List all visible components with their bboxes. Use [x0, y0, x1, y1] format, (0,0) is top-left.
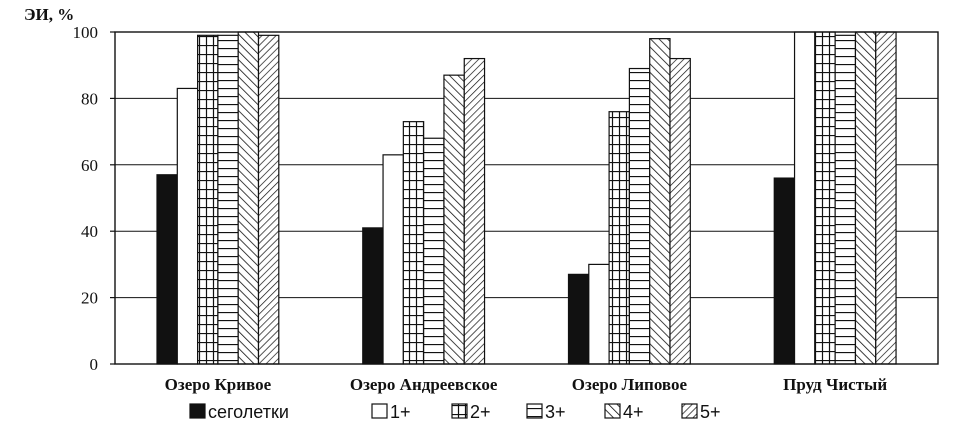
legend-swatch [681, 403, 698, 419]
bar-2-4 [423, 137, 445, 365]
legend-swatch [189, 403, 206, 419]
legend-swatch [371, 403, 388, 419]
y-tick-label: 0 [90, 355, 99, 374]
bar-4-1 [773, 177, 796, 365]
legend-label: 4+ [623, 402, 644, 422]
legend-label: 3+ [545, 402, 566, 422]
plot-frame [114, 31, 939, 365]
legend-swatch [451, 403, 468, 419]
legend-swatch [526, 403, 543, 419]
bar-3-4 [628, 67, 651, 365]
bar-4-3 [814, 31, 836, 365]
bar-2-6 [463, 57, 486, 365]
bar-4-4 [834, 34, 857, 365]
bar-2-5 [443, 74, 465, 365]
y-tick-label: 60 [81, 156, 98, 175]
bar-2-3 [402, 121, 425, 365]
bar-3-1 [567, 273, 590, 365]
legend-label: 5+ [700, 402, 721, 422]
bar-3-2 [588, 263, 610, 365]
y-axis-label: ЭИ, % [24, 5, 74, 24]
y-tick-label: 100 [73, 23, 99, 42]
bar-1-4 [217, 34, 239, 365]
legend-label: 1+ [390, 402, 411, 422]
bar-1-5 [237, 31, 260, 365]
y-tick-label: 80 [81, 89, 98, 108]
axes: 0 20 40 60 80 100 Озеро Кривое Озеро Андреевско… [73, 23, 939, 394]
legend-label: сеголетки [208, 402, 289, 422]
bar-1-6 [257, 34, 280, 365]
y-tick-label: 40 [81, 222, 98, 241]
bars [156, 31, 897, 365]
bar-1-2 [176, 87, 199, 365]
bar-3-3 [608, 111, 630, 365]
x-category-label: Озеро Кривое [165, 375, 272, 394]
bar-4-2 [793, 31, 816, 365]
bar-4-6 [875, 31, 897, 365]
bar-3-5 [649, 38, 671, 365]
legend-swatch [604, 403, 621, 419]
x-category-label: Озеро Липовое [572, 375, 688, 394]
bar-3-6 [669, 57, 691, 365]
bar-1-1 [156, 174, 178, 365]
x-category-label: Пруд Чистый [783, 375, 887, 394]
bar-1-3 [197, 34, 219, 365]
bar-2-2 [382, 154, 404, 365]
legend: сеголетки 1+ 2+ 3+ 4+ 5+ [189, 402, 721, 422]
legend-label: 2+ [470, 402, 491, 422]
bar-4-5 [854, 31, 877, 365]
bar-2-1 [362, 227, 384, 365]
y-tick-label: 20 [81, 289, 98, 308]
x-category-label: Озеро Андреевское [350, 375, 498, 394]
